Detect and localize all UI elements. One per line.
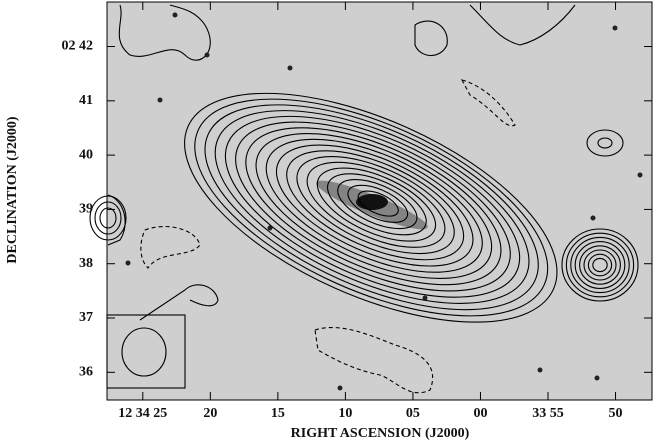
star (637, 172, 643, 178)
x-tick-label: 15 (271, 406, 285, 421)
contour (184, 92, 558, 323)
contour (574, 241, 626, 289)
star (172, 12, 178, 18)
negative-contour (460, 79, 516, 127)
contour (570, 236, 630, 294)
star (157, 97, 163, 103)
contour (265, 138, 483, 273)
contour (592, 257, 608, 273)
contour (89, 195, 127, 241)
contour (286, 150, 465, 261)
y-tick-label: 02 42 (62, 39, 94, 54)
contour (235, 121, 511, 292)
negative-contour (314, 326, 434, 394)
contour (204, 104, 539, 311)
x-axis-label: RIGHT ASCENSION (J2000) (291, 426, 470, 441)
star (422, 295, 428, 301)
contour (245, 127, 502, 286)
star (337, 385, 343, 391)
contour (565, 232, 635, 298)
contour (597, 137, 613, 149)
star (612, 25, 618, 31)
x-tick-label: 12 34 25 (118, 406, 167, 421)
x-tick-label: 00 (473, 406, 487, 421)
contour (469, 4, 576, 46)
x-tick-label: 20 (203, 406, 217, 421)
y-tick-label: 37 (79, 310, 93, 325)
star (590, 215, 596, 221)
contour (94, 201, 122, 235)
beam (121, 327, 167, 377)
y-tick-label: 39 (79, 202, 93, 217)
contour (139, 284, 219, 321)
star (287, 65, 293, 71)
contour (118, 4, 211, 61)
contour (561, 228, 639, 302)
contours (89, 4, 643, 394)
y-tick-label: 38 (79, 256, 93, 271)
contour (275, 144, 474, 267)
contour (194, 98, 549, 317)
contour (347, 184, 409, 223)
y-tick-label: 36 (79, 365, 93, 380)
x-tick-label: 50 (609, 406, 623, 421)
contour (316, 167, 437, 242)
x-tick-label: 10 (338, 406, 352, 421)
contour (306, 161, 446, 248)
y-tick-label: 40 (79, 147, 93, 162)
x-tick-label: 05 (406, 406, 420, 421)
y-tick-label: 41 (79, 93, 93, 108)
contour (326, 173, 427, 236)
contour (296, 156, 455, 255)
contour (255, 133, 493, 280)
galaxy-core (356, 194, 388, 210)
contour (224, 115, 521, 298)
contour (99, 207, 117, 229)
negative-contour (140, 226, 201, 269)
star (204, 52, 210, 58)
y-axis-label: DECLINATION (J2000) (5, 116, 20, 263)
star (125, 260, 131, 266)
contour (587, 253, 613, 277)
contour (357, 190, 399, 217)
x-tick-label: 33 55 (532, 406, 564, 421)
contour (586, 129, 624, 157)
contour (414, 20, 448, 57)
plot-frame (106, 1, 653, 401)
contour (214, 110, 530, 304)
star (594, 375, 600, 381)
contour (583, 249, 617, 281)
contour (337, 179, 418, 230)
contour (579, 245, 621, 285)
star (537, 367, 543, 373)
